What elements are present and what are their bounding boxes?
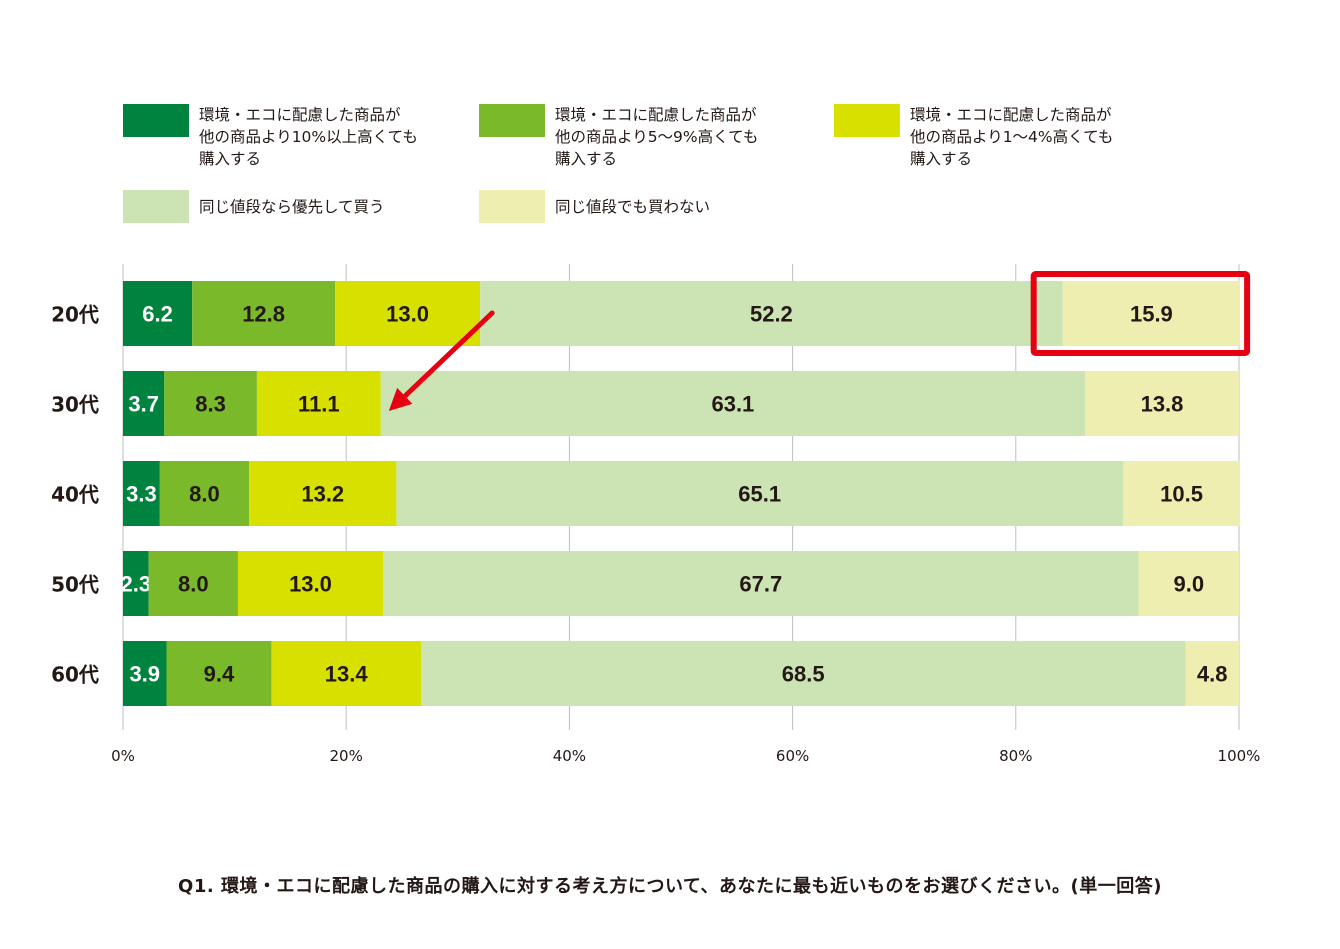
bar-segment <box>271 641 421 706</box>
legend-label: 同じ値段でも買わない <box>555 198 711 216</box>
legend-label: 環境・エコに配慮した商品が 他の商品より1〜4%高くても 購入する <box>910 106 1114 168</box>
data-label: 9.4 <box>204 662 235 687</box>
data-label: 13.2 <box>301 482 344 507</box>
legend-label: 環境・エコに配慮した商品が 他の商品より5〜9%高くても 購入する <box>555 106 759 168</box>
bars: 20代 6.2 12.8 13.0 52.2 15.9 30代 3.7 8.3 11.1 63.1 1… <box>51 281 1241 706</box>
legend-label: 同じ値段なら優先して買う <box>199 198 385 216</box>
bar-segment <box>123 371 165 436</box>
bar-segment <box>123 641 167 706</box>
bar-segment <box>1138 551 1239 616</box>
category-label: 20代 <box>51 303 99 327</box>
category-label: 50代 <box>51 573 99 597</box>
category-label: 60代 <box>51 663 99 687</box>
data-label: 3.3 <box>126 482 157 507</box>
bar-segment <box>249 461 397 526</box>
legend-item-5-9pct: 環境・エコに配慮した商品が 他の商品より5〜9%高くても 購入する <box>479 104 805 170</box>
legend-swatch <box>123 104 189 137</box>
bar-segment <box>380 371 1085 436</box>
bar-segment <box>1084 371 1239 436</box>
legend-swatch <box>479 104 545 137</box>
data-label: 11.1 <box>298 392 340 417</box>
bar-segment <box>148 551 238 616</box>
bar-segment <box>480 281 1063 346</box>
x-tick-label: 60% <box>776 747 809 765</box>
bar-segment <box>123 551 149 616</box>
bar-segment <box>164 371 257 436</box>
legend-item-not-buy: 同じ値段でも買わない <box>479 190 805 223</box>
x-tick-label: 40% <box>553 747 586 765</box>
data-label: 65.1 <box>738 482 781 507</box>
x-tick-label: 100% <box>1218 747 1261 765</box>
arrow-head <box>388 387 413 411</box>
data-label: 10.5 <box>1160 482 1203 507</box>
data-label: 4.8 <box>1197 662 1228 687</box>
data-label: 6.2 <box>142 302 173 327</box>
data-label: 2.3 <box>121 572 152 597</box>
data-label: 13.0 <box>289 572 332 597</box>
data-label: 9.0 <box>1173 572 1204 597</box>
bar-segment <box>1122 461 1241 526</box>
bar-segment <box>256 371 381 436</box>
data-label: 15.9 <box>1130 302 1173 327</box>
annotations <box>388 271 1251 411</box>
data-label: 63.1 <box>711 392 754 417</box>
category-label: 30代 <box>51 393 99 417</box>
question-caption: Q1. 環境・エコに配慮した商品の購入に対する考え方について、あなたに最も近いも… <box>178 876 1162 897</box>
legend-swatch <box>123 190 189 223</box>
data-label: 68.5 <box>782 662 825 687</box>
data-label: 52.2 <box>750 302 793 327</box>
data-label: 3.9 <box>129 662 160 687</box>
bar-segment <box>396 461 1123 526</box>
legend-swatch <box>834 104 900 137</box>
data-label: 8.0 <box>189 482 220 507</box>
bar-segment <box>335 281 481 346</box>
category-label: 40代 <box>51 483 99 507</box>
data-label: 8.3 <box>195 392 226 417</box>
x-tick-label: 0% <box>111 747 135 765</box>
bar-segment <box>123 281 193 346</box>
legend-item-same-price-prefer: 同じ値段なら優先して買う <box>123 190 449 223</box>
bar-segment <box>166 641 272 706</box>
legend-swatch <box>479 190 545 223</box>
bar-segment <box>1185 641 1239 706</box>
data-label: 3.7 <box>128 392 159 417</box>
bar-segment <box>420 641 1186 706</box>
x-tick-label: 20% <box>330 747 363 765</box>
bar-segment <box>159 461 250 526</box>
legend-label: 環境・エコに配慮した商品が 他の商品より10%以上高くても 購入する <box>199 106 418 168</box>
data-label: 12.8 <box>242 302 285 327</box>
bar-segment <box>1062 281 1241 346</box>
bar-segment <box>383 551 1139 616</box>
legend-item-10pct: 環境・エコに配慮した商品が 他の商品より10%以上高くても 購入する <box>123 104 449 170</box>
data-label: 13.4 <box>325 662 369 687</box>
data-label: 8.0 <box>178 572 209 597</box>
data-label: 13.8 <box>1141 392 1184 417</box>
bar-segment <box>237 551 384 616</box>
highlight-box <box>1030 271 1251 356</box>
arrow-line <box>396 310 495 405</box>
legend-item-1-4pct: 環境・エコに配慮した商品が 他の商品より1〜4%高くても 購入する <box>834 104 1160 170</box>
bar-segment <box>192 281 336 346</box>
data-label: 13.0 <box>386 302 429 327</box>
bar-segment <box>123 461 160 526</box>
data-label: 67.7 <box>739 572 782 597</box>
x-tick-label: 80% <box>999 747 1032 765</box>
